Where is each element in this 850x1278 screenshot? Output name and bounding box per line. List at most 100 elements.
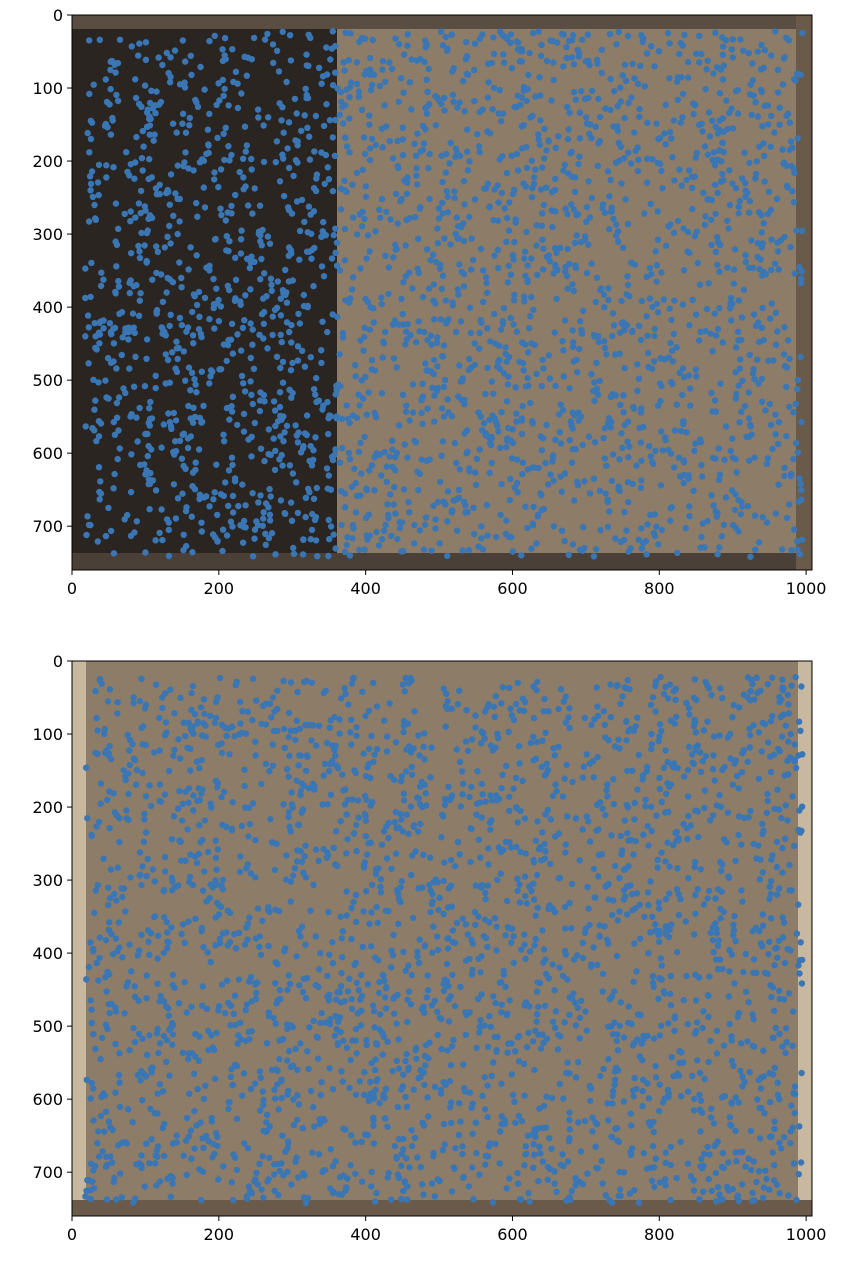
- scatter-point: [92, 687, 99, 695]
- scatter-point: [103, 174, 110, 181]
- scatter-point: [400, 486, 408, 493]
- scatter-point: [667, 972, 674, 980]
- scatter-point: [742, 1163, 749, 1170]
- scatter-point: [753, 855, 760, 862]
- scatter-point: [213, 461, 220, 468]
- scatter-point: [437, 478, 444, 486]
- scatter-point: [521, 248, 529, 255]
- scatter-point: [476, 1029, 483, 1036]
- scatter-point: [680, 458, 688, 466]
- scatter-point: [165, 526, 172, 534]
- scatter-point: [536, 74, 543, 81]
- scatter-point: [212, 714, 220, 722]
- scatter-point: [362, 817, 369, 824]
- scatter-point: [552, 382, 559, 390]
- scatter-point: [745, 389, 752, 396]
- scatter-point: [309, 510, 316, 518]
- scatter-point: [329, 187, 337, 195]
- scatter-point: [201, 710, 208, 718]
- scatter-point: [686, 385, 694, 392]
- scatter-point: [434, 1031, 442, 1039]
- scatter-point: [439, 42, 447, 49]
- scatter-point: [679, 114, 686, 121]
- scatter-point: [213, 285, 220, 292]
- scatter-point: [277, 331, 284, 338]
- scatter-point: [629, 907, 636, 914]
- scatter-point: [751, 375, 758, 383]
- scatter-point: [293, 953, 300, 960]
- scatter-point: [451, 1002, 459, 1010]
- scatter-point: [253, 1169, 260, 1177]
- scatter-point: [634, 361, 641, 368]
- scatter-point: [652, 1062, 659, 1070]
- scatter-point: [95, 379, 102, 386]
- scatter-point: [755, 729, 763, 736]
- scatter-point: [596, 487, 604, 494]
- scatter-point: [384, 1038, 391, 1046]
- scatter-point: [365, 389, 372, 396]
- scatter-point: [419, 122, 427, 129]
- scatter-point: [110, 1178, 117, 1186]
- scatter-point: [357, 1022, 365, 1029]
- scatter-point: [750, 1158, 757, 1165]
- scatter-point: [220, 130, 227, 137]
- scatter-point: [167, 423, 175, 430]
- scatter-point: [522, 850, 529, 857]
- scatter-point: [758, 375, 766, 382]
- scatter-point: [342, 297, 349, 304]
- scatter-point: [103, 1196, 111, 1203]
- scatter-point: [485, 861, 492, 868]
- scatter-point: [135, 242, 142, 250]
- scatter-point: [366, 920, 373, 927]
- scatter-point: [388, 1196, 395, 1203]
- scatter-point: [453, 746, 460, 753]
- scatter-point: [695, 833, 702, 841]
- scatter-point: [444, 193, 451, 200]
- scatter-point: [367, 66, 374, 73]
- scatter-point: [342, 29, 349, 36]
- scatter-point: [415, 235, 422, 242]
- scatter-point: [296, 227, 304, 235]
- scatter-point: [692, 154, 700, 161]
- scatter-point: [466, 213, 473, 221]
- scatter-point: [292, 736, 299, 744]
- scatter-point: [383, 208, 390, 216]
- scatter-point: [261, 457, 268, 465]
- scatter-point: [781, 464, 788, 471]
- scatter-point: [587, 121, 594, 128]
- scatter-point: [110, 418, 118, 426]
- scatter-point: [668, 1054, 675, 1061]
- scatter-point: [701, 143, 708, 150]
- scatter-point: [168, 874, 175, 881]
- scatter-point: [671, 427, 679, 434]
- scatter-point: [317, 950, 324, 957]
- scatter-point: [585, 818, 592, 825]
- scatter-point: [428, 547, 435, 554]
- scatter-point: [283, 78, 290, 86]
- scatter-point: [105, 1001, 113, 1008]
- scatter-point: [262, 530, 269, 537]
- scatter-point: [667, 505, 674, 512]
- scatter-point: [535, 131, 542, 138]
- scatter-point: [344, 415, 352, 423]
- scatter-point: [566, 1135, 573, 1142]
- scatter-point: [619, 693, 626, 700]
- scatter-point: [96, 340, 103, 347]
- scatter-point: [213, 1029, 220, 1037]
- scatter-point: [292, 422, 299, 429]
- photo-frame-bottom-2: [72, 1200, 812, 1216]
- scatter-point: [775, 419, 783, 426]
- scatter-point: [611, 988, 618, 995]
- scatter-point: [455, 486, 463, 494]
- scatter-point: [747, 553, 754, 560]
- scatter-point: [290, 1121, 298, 1129]
- scatter-point: [378, 472, 385, 479]
- scatter-point: [769, 712, 776, 720]
- scatter-point: [122, 777, 129, 784]
- scatter-point: [471, 340, 478, 347]
- scatter-point: [680, 820, 687, 828]
- y-tick-label: 700: [32, 517, 63, 536]
- x-axis-1: 0 200 400 600 800 1000: [67, 570, 826, 598]
- scatter-point: [762, 1167, 769, 1174]
- scatter-point: [331, 1032, 338, 1039]
